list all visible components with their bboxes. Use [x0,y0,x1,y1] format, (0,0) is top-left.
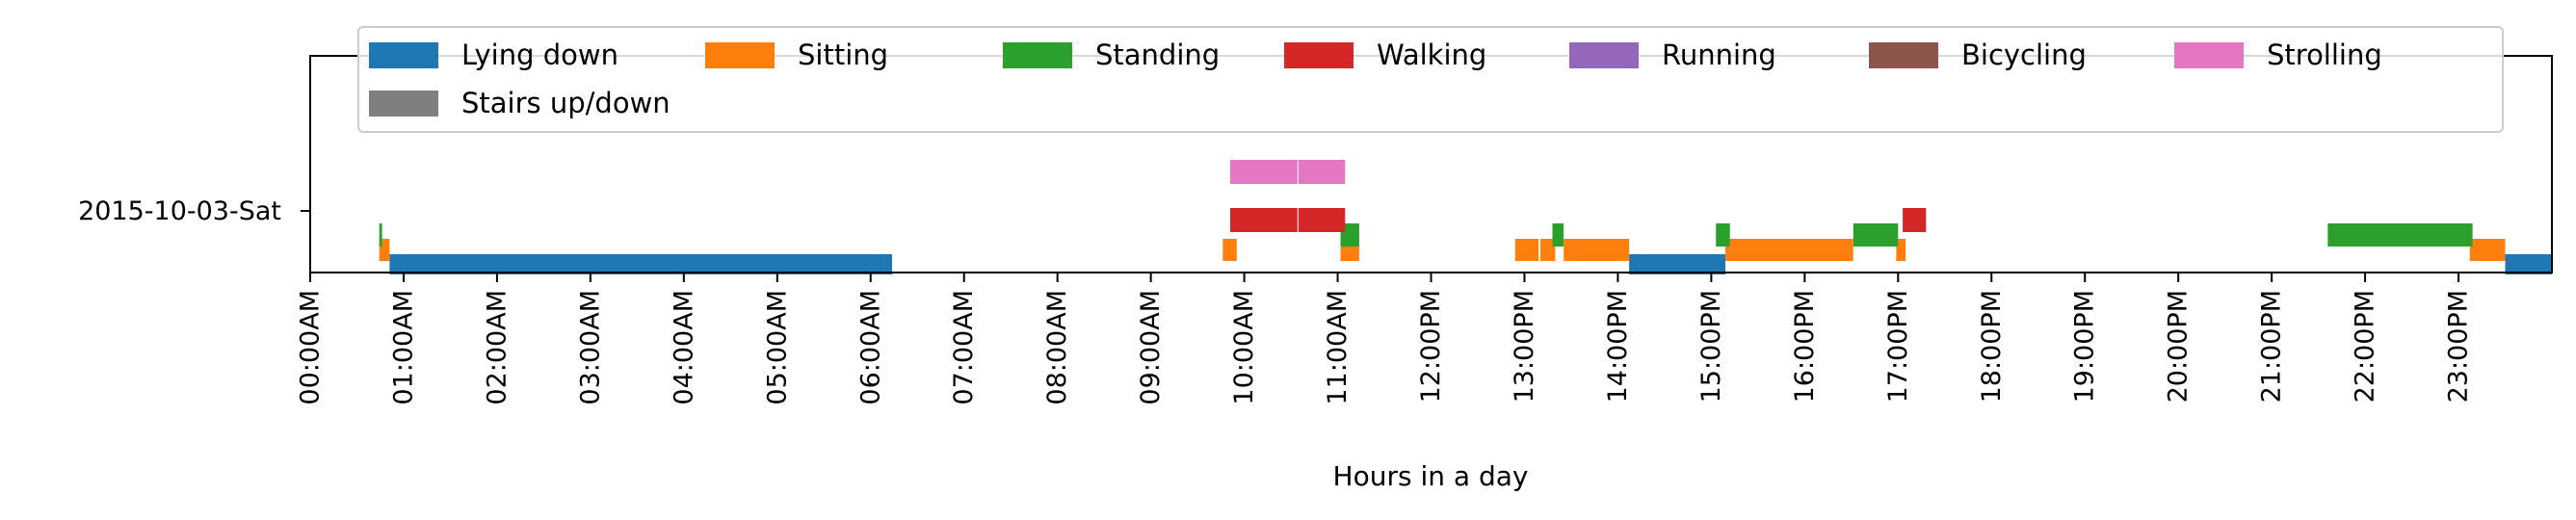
bar-standing-3 [1716,223,1730,247]
x-tick-label: 23:00PM [2444,290,2474,403]
legend-label-running: Running [1662,39,1776,71]
bar-strolling-0 [1230,160,1298,184]
legend-label-stairs-up-down: Stairs up/down [461,87,670,119]
legend-swatch-strolling [2174,42,2244,68]
x-tick-label: 18:00PM [1977,290,2007,403]
x-tick-label: 04:00AM [669,290,698,405]
legend-label-lying-down: Lying down [461,39,618,71]
bar-sitting-5 [1564,239,1630,261]
bar-lying-down-0 [389,254,892,274]
legend-box [357,26,2504,133]
legend: Lying down Sitting Standing Walking Running B… [357,26,2504,133]
legend-swatch-stairs-up-down [369,91,438,117]
bar-walking-0 [1230,208,1298,232]
bar-lying-down-1 [1629,254,1725,274]
x-tick-label: 20:00PM [2164,290,2194,403]
x-tick-label: 09:00AM [1136,290,1166,405]
y-tick-label: 2015-10-03-Sat [78,196,281,226]
legend-label-strolling: Strolling [2267,39,2382,71]
x-tick-label: 22:00PM [2351,290,2380,403]
bar-standing-4 [1853,223,1899,247]
bar-standing-1 [1340,223,1359,247]
x-axis: 00:00AM 01:00AM 02:00AM 03:00AM 04:00AM 05:00… [296,273,2474,405]
x-tick-label: 06:00AM [855,290,885,405]
bar-walking-2 [1903,208,1927,232]
legend-label-standing: Standing [1095,39,1220,71]
x-tick-label: 21:00PM [2257,290,2287,403]
bar-lying-down-2 [2505,254,2552,274]
x-tick-label: 13:00PM [1510,290,1539,403]
y-axis: 2015-10-03-Sat [78,196,310,226]
bar-sitting-8 [2469,239,2506,261]
bar-sitting-6 [1724,239,1853,261]
bar-sitting-1 [1222,239,1237,261]
x-tick-label: 12:00PM [1416,290,1446,403]
legend-swatch-running [1569,42,1639,68]
bar-standing-2 [1552,223,1564,247]
x-tick-label: 08:00AM [1042,290,1072,405]
bar-sitting-3 [1514,239,1538,261]
bar-strolling-1 [1298,160,1346,184]
x-tick-label: 19:00PM [2070,290,2100,403]
x-tick-label: 05:00AM [762,290,792,405]
x-tick-label: 16:00PM [1790,290,1820,403]
x-tick-label: 10:00AM [1229,290,1259,405]
legend-swatch-sitting [705,42,775,68]
x-tick-label: 17:00PM [1883,290,1913,403]
x-tick-label: 14:00PM [1603,290,1633,403]
x-tick-label: 00:00AM [296,290,326,405]
legend-label-bicycling: Bicycling [1961,39,2087,71]
x-tick-label: 03:00AM [575,290,605,405]
legend-label-sitting: Sitting [798,39,888,71]
x-tick-label: 11:00AM [1323,290,1353,405]
legend-swatch-walking [1284,42,1354,68]
legend-label-walking: Walking [1377,39,1486,71]
x-tick-label: 01:00AM [388,290,418,405]
x-tick-label: 15:00PM [1696,290,1726,403]
x-axis-label: Hours in a day [1333,460,1529,492]
legend-swatch-bicycling [1869,42,1938,68]
legend-swatch-standing [1003,42,1072,68]
bar-walking-1 [1298,208,1346,232]
bar-standing-0 [379,223,382,247]
bar-sitting-4 [1539,239,1556,261]
x-tick-label: 07:00AM [949,290,979,405]
bar-sitting-7 [1896,239,1906,261]
legend-swatch-lying-down [369,42,438,68]
bar-standing-5 [2327,223,2473,247]
bar-sitting-0 [379,239,390,261]
x-tick-label: 02:00AM [482,290,512,405]
activity-bars [379,160,2552,274]
